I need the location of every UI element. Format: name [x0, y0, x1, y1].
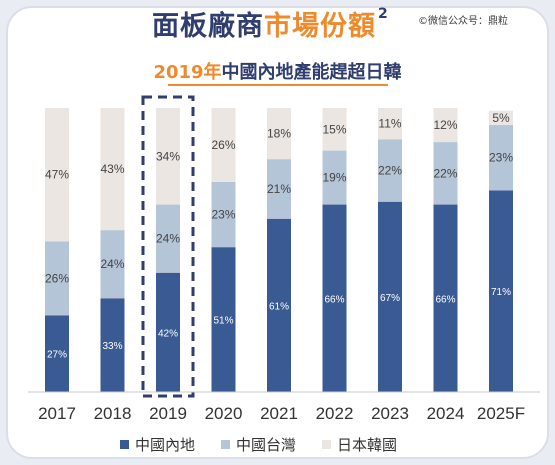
- chart-legend: 中國內地 中國台灣 日本韓國: [120, 434, 397, 454]
- bar-segment-2025F-2: [489, 110, 513, 126]
- bar-segment-2019-0: [156, 272, 180, 392]
- legend-label-mainland: 中國內地: [135, 435, 196, 454]
- x-tick-label-2024: 2024: [427, 404, 465, 423]
- data-label-2023-2: 11%: [378, 117, 401, 131]
- data-label-2021-0: 61%: [269, 301, 289, 312]
- bar-segment-2019-1: [156, 204, 180, 273]
- data-label-2017-0: 27%: [47, 350, 67, 361]
- legend-item-mainland: 中國內地: [120, 434, 195, 455]
- title-main: 面板廠商: [152, 11, 264, 42]
- bar-segment-2017-1: [45, 241, 69, 316]
- bar-segment-2019-2: [156, 108, 180, 205]
- data-label-2025F-2: 5%: [492, 111, 510, 125]
- x-tick-label-2018: 2018: [94, 404, 132, 423]
- data-label-2017-1: 26%: [45, 271, 69, 285]
- bar-segment-2023-1: [378, 139, 402, 202]
- bar-segment-2018-1: [100, 230, 125, 299]
- data-label-2022-0: 66%: [324, 294, 344, 305]
- bar-segment-2025F-1: [489, 125, 513, 191]
- bar-segment-2021-1: [267, 159, 291, 219]
- x-tick-label-2019: 2019: [149, 404, 187, 423]
- highlight-box-2019: [141, 95, 195, 398]
- x-tick-label-2020: 2020: [205, 404, 243, 423]
- data-label-2025F-0: 71%: [491, 287, 511, 298]
- bar-segment-2020-0: [211, 247, 236, 392]
- x-tick-label-2017: 2017: [38, 404, 76, 423]
- data-label-2022-1: 19%: [322, 171, 346, 185]
- bar-segment-2025F-0: [489, 190, 513, 392]
- data-label-2018-1: 24%: [100, 257, 124, 271]
- data-label-2020-0: 51%: [213, 316, 233, 327]
- data-label-2017-2: 47%: [45, 168, 69, 182]
- data-label-2021-1: 21%: [267, 182, 291, 196]
- x-tick-label-2025F: 2025F: [477, 404, 525, 423]
- legend-item-taiwan: 中國台灣: [221, 434, 296, 455]
- bar-segment-2018-0: [100, 298, 125, 392]
- data-label-2024-1: 22%: [433, 166, 457, 180]
- watermark: ©微信公众号：鼎粒: [418, 16, 508, 27]
- data-label-2019-2: 34%: [156, 149, 180, 163]
- bar-segment-2017-0: [45, 315, 69, 392]
- chart-subtitle: 2019年中國內地產能趕超日韓: [0, 58, 555, 84]
- subtitle-underline: [168, 84, 388, 86]
- data-label-2018-2: 43%: [100, 162, 124, 176]
- x-tick-label-2023: 2023: [371, 404, 409, 423]
- bar-segment-2023-0: [378, 201, 402, 392]
- legend-swatch-taiwan: [221, 439, 231, 449]
- legend-label-taiwan: 中國台灣: [236, 435, 297, 454]
- data-label-2024-2: 12%: [433, 118, 457, 132]
- data-label-2021-2: 18%: [267, 127, 291, 141]
- title-accent: 市場份額: [264, 11, 376, 42]
- title-superscript: 2: [378, 6, 389, 22]
- bar-segment-2017-2: [45, 108, 69, 242]
- bar-segment-2020-2: [211, 108, 236, 182]
- title-bar: 面板廠商市場份額 2 ©微信公众号：鼎粒: [0, 0, 555, 44]
- page-title: 面板廠商市場份額 2: [152, 4, 389, 43]
- bar-segment-2024-1: [433, 142, 458, 205]
- data-label-2023-0: 67%: [380, 293, 400, 304]
- legend-swatch-japan-korea: [322, 439, 332, 449]
- data-label-2020-2: 26%: [211, 138, 235, 152]
- x-tick-label-2022: 2022: [316, 404, 354, 423]
- data-label-2020-1: 23%: [211, 208, 235, 222]
- bar-segment-2022-1: [322, 150, 347, 205]
- bar-segment-2022-2: [322, 108, 347, 151]
- subtitle-main: 中國內地產能趕超日韓: [221, 62, 402, 83]
- x-tick-label-2021: 2021: [260, 404, 298, 423]
- bar-segment-2021-2: [267, 108, 291, 160]
- subtitle-accent: 2019年: [153, 62, 222, 83]
- bar-segment-2020-1: [211, 181, 236, 248]
- data-label-2018-0: 33%: [102, 341, 122, 352]
- legend-swatch-mainland: [120, 439, 129, 449]
- data-label-2025F-1: 23%: [489, 151, 513, 165]
- bar-segment-2024-2: [433, 108, 458, 143]
- data-label-2024-0: 66%: [435, 294, 455, 305]
- bar-segment-2018-2: [100, 108, 125, 231]
- data-label-2022-2: 15%: [322, 122, 346, 136]
- bar-segment-2023-2: [378, 108, 402, 140]
- legend-item-japan-korea: 日本韓國: [322, 434, 397, 455]
- legend-label-japan-korea: 日本韓國: [337, 435, 398, 454]
- bar-segment-2024-0: [433, 204, 458, 392]
- data-label-2019-1: 24%: [156, 232, 180, 246]
- bar-segment-2021-0: [267, 218, 291, 392]
- bar-segment-2022-0: [322, 204, 347, 392]
- data-label-2019-0: 42%: [158, 328, 178, 339]
- data-label-2023-1: 22%: [378, 163, 402, 177]
